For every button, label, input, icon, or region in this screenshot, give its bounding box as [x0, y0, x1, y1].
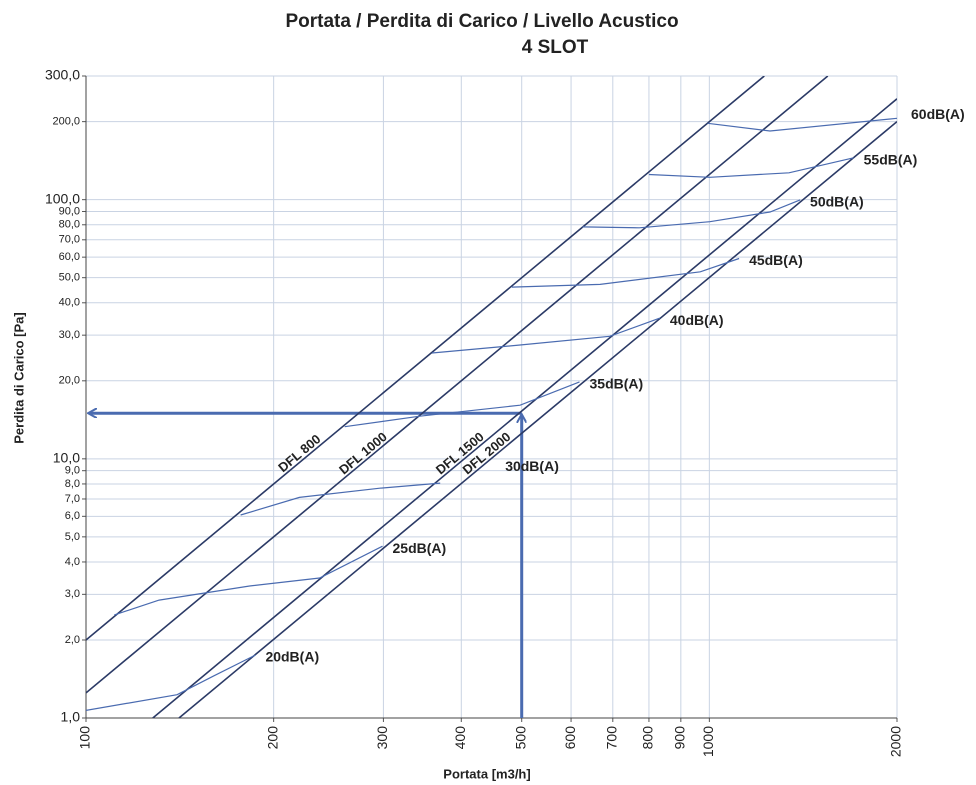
- noise-curve: [240, 482, 441, 516]
- y-tick-label: 70,0: [59, 234, 80, 246]
- chart-subtitle: 4 SLOT: [522, 37, 589, 58]
- noise-curve: [114, 545, 383, 616]
- series-label: 45dB(A): [749, 252, 803, 268]
- x-tick-label: 400: [452, 726, 468, 750]
- noise-curve: [511, 257, 740, 288]
- y-tick-label: 2,0: [65, 634, 80, 646]
- y-tick-label: 6,0: [65, 510, 80, 522]
- y-tick-label: 300,0: [45, 67, 80, 83]
- noise-curve: [648, 157, 854, 178]
- x-tick-label: 700: [603, 726, 619, 750]
- y-tick-label: 30,0: [59, 329, 80, 341]
- series-label: 60dB(A): [911, 106, 965, 122]
- x-tick-label: 300: [374, 726, 390, 750]
- y-tick-label: 100,0: [45, 190, 80, 206]
- y-tick-label: 90,0: [59, 205, 80, 217]
- x-tick-label: 800: [640, 726, 656, 750]
- x-tick-label: 100: [77, 726, 93, 750]
- y-tick-label: 8,0: [65, 478, 80, 490]
- y-tick-label: 3,0: [65, 588, 80, 600]
- noise-curve: [582, 199, 801, 229]
- x-tick-label: 1000: [700, 726, 716, 757]
- noise-curve: [431, 317, 661, 354]
- y-tick-label: 80,0: [59, 219, 80, 231]
- series-label: 35dB(A): [590, 376, 644, 392]
- series-label: 30dB(A): [505, 458, 559, 474]
- series-label: 20dB(A): [265, 649, 319, 665]
- y-axis-label: Perdita di Carico [Pa]: [11, 312, 26, 443]
- x-tick-label: 500: [512, 726, 528, 750]
- chart-title: Portata / Perdita di Carico / Livello Ac…: [285, 11, 678, 32]
- y-tick-label: 20,0: [59, 375, 80, 387]
- noise-curve: [707, 117, 897, 132]
- series-label: 25dB(A): [393, 540, 447, 556]
- x-tick-label: 200: [264, 726, 280, 750]
- y-tick-label: 9,0: [65, 465, 80, 477]
- y-tick-label: 1,0: [61, 709, 81, 725]
- x-tick-label: 600: [562, 726, 578, 750]
- selection-line: [152, 98, 897, 718]
- x-tick-label: 900: [672, 726, 688, 750]
- series-label: 40dB(A): [670, 312, 724, 328]
- y-tick-label: 5,0: [65, 531, 80, 543]
- y-tick-label: 7,0: [65, 493, 80, 505]
- selection-line: [178, 120, 897, 718]
- y-tick-label: 50,0: [59, 272, 80, 284]
- y-tick-label: 60,0: [59, 251, 80, 263]
- selection-line: [86, 76, 765, 641]
- noise-curve: [344, 381, 580, 428]
- series-label: DFL 1000: [336, 429, 390, 477]
- y-tick-label: 40,0: [59, 297, 80, 309]
- series-label: DFL 800: [275, 431, 323, 475]
- y-tick-label: 10,0: [53, 450, 80, 466]
- selection-line: [86, 76, 829, 694]
- y-tick-label: 4,0: [65, 556, 80, 568]
- noise-curve: [86, 654, 256, 711]
- series-label: 50dB(A): [810, 194, 864, 210]
- y-tick-label: 200,0: [52, 116, 80, 128]
- x-tick-label: 2000: [888, 726, 904, 757]
- x-axis-label: Portata [m3/h]: [443, 766, 530, 781]
- series-label: 55dB(A): [864, 152, 918, 168]
